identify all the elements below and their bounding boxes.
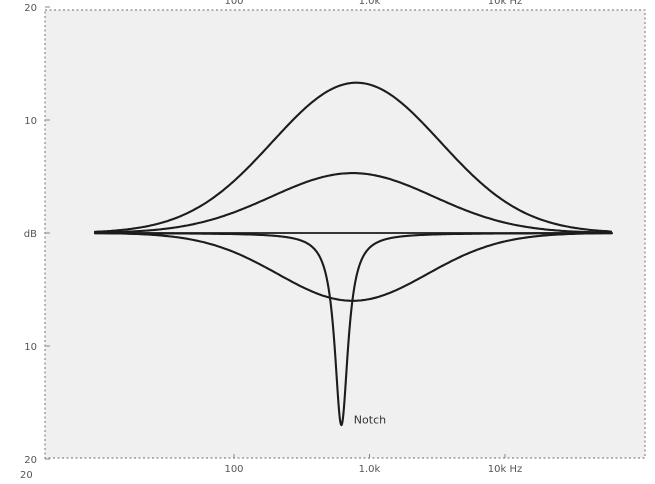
x-tick-label: 1.0k — [359, 464, 381, 475]
top-tick-label: 1.0k — [359, 0, 381, 7]
bell-curve — [93, 81, 613, 233]
x-tick-label: 100 — [224, 464, 243, 475]
top-tick-label: 10k Hz — [488, 0, 522, 7]
response-curves — [93, 81, 614, 427]
y-tick-label: 10 — [24, 116, 37, 127]
y-tick-label: 20 — [24, 455, 37, 466]
bottom-left-label: 20 — [20, 470, 33, 481]
y-tick-label: dB — [24, 229, 37, 240]
y-axis-ticks: 20 10 dB 10 20 — [24, 3, 50, 466]
x-tick-label: 10k Hz — [488, 464, 522, 475]
bell-curve — [93, 172, 613, 234]
notch-annotation: Notch — [354, 413, 386, 426]
y-tick-label: 20 — [24, 3, 37, 14]
top-tick-label: 100 — [224, 0, 243, 7]
notch-curve — [93, 232, 614, 427]
top-axis-ticks: 100 1.0k 10k Hz — [224, 0, 522, 7]
y-tick-label: 10 — [24, 342, 37, 353]
annotations: Notch — [354, 413, 386, 426]
x-axis-ticks: 100 1.0k 10k Hz — [224, 454, 522, 475]
